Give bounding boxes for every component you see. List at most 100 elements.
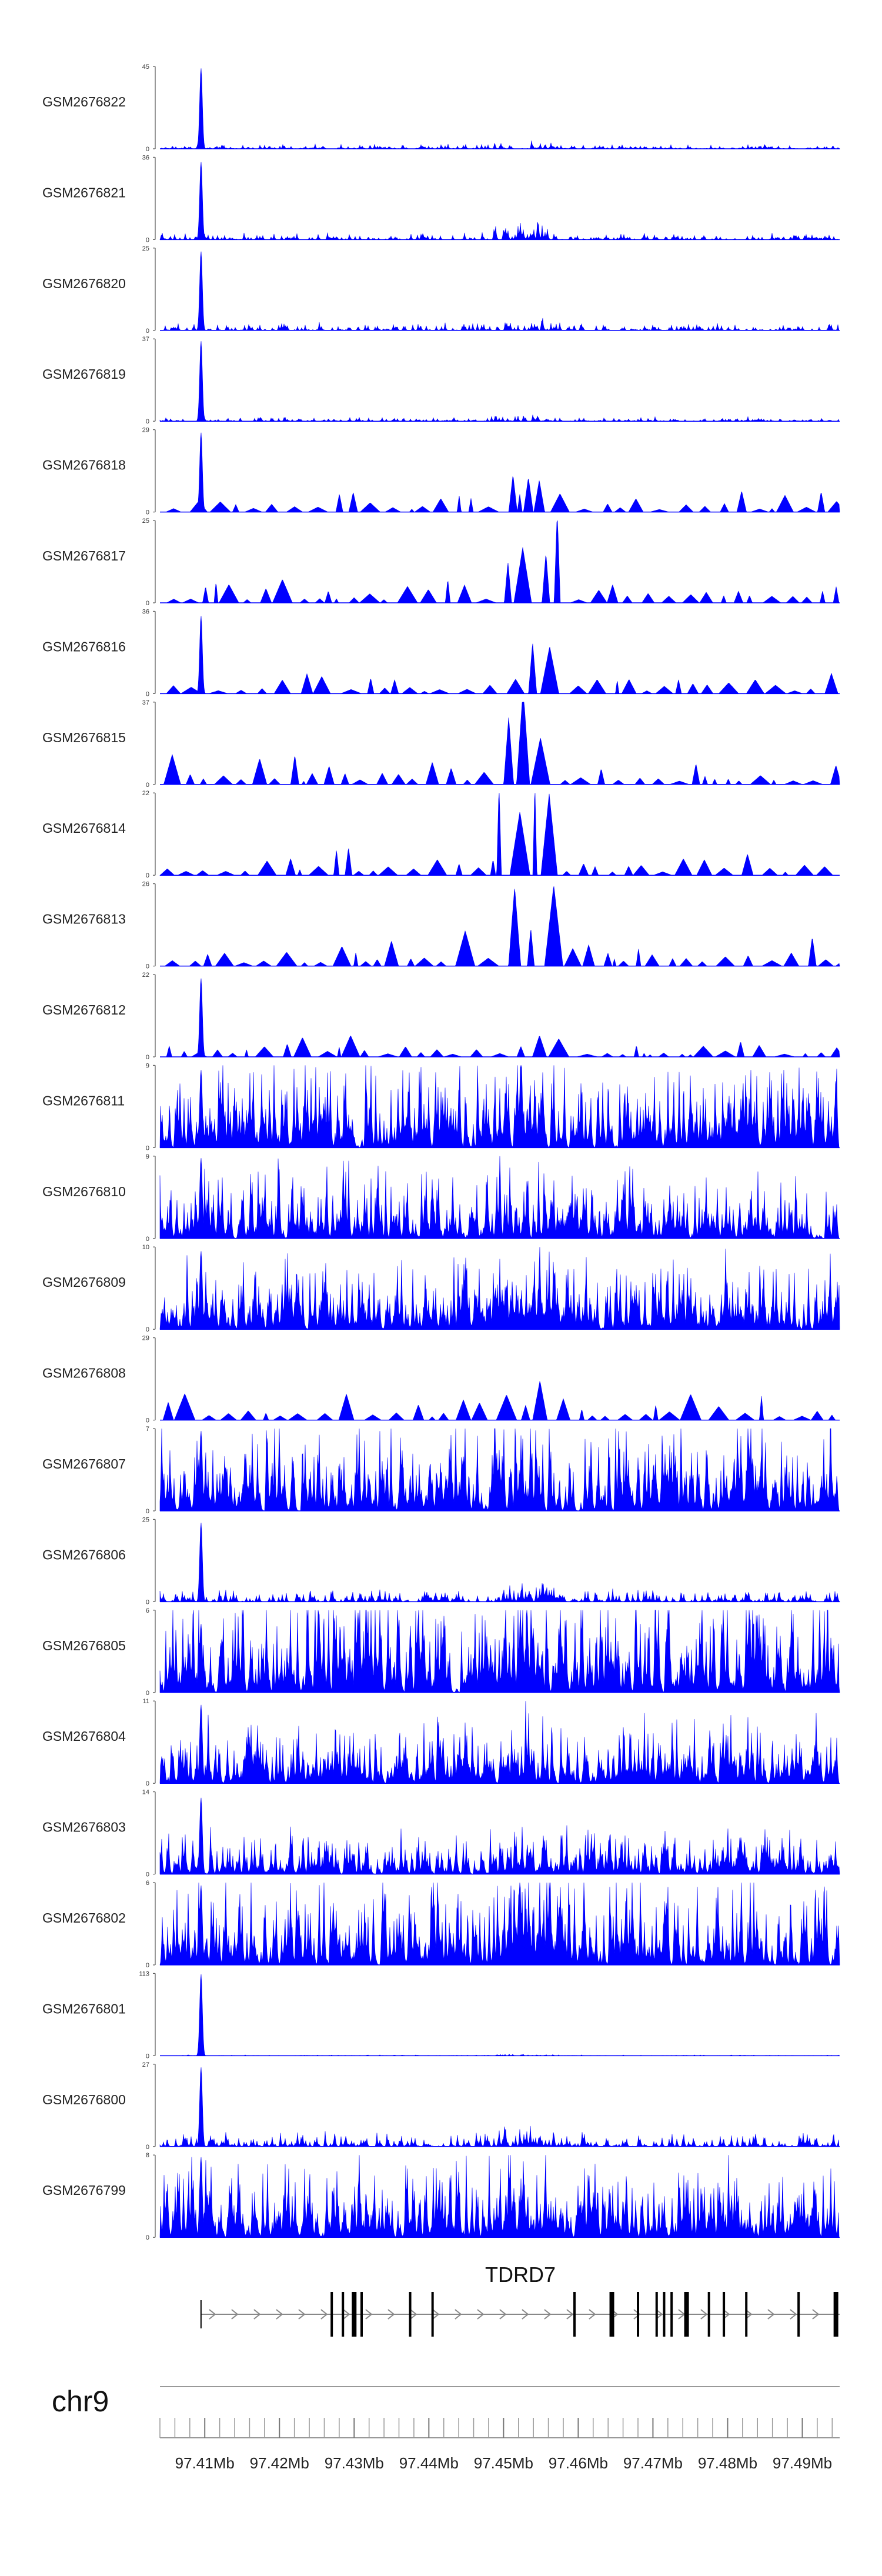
track-ymin-label: 0	[146, 1962, 149, 1969]
gene-exon	[352, 2292, 357, 2337]
coverage-track-GSM2676820: GSM2676820 25 0	[42, 245, 840, 335]
track-ymax-label: 45	[142, 64, 149, 71]
coverage-area	[159, 1882, 840, 1966]
track-sample-label: GSM2676812	[42, 1002, 126, 1017]
track-ymin-label: 0	[146, 1054, 149, 1061]
track-ymin-label: 0	[146, 1871, 149, 1878]
track-ymin-label: 0	[146, 1417, 149, 1424]
coverage-track-GSM2676811: GSM2676811 9 0	[42, 1062, 840, 1152]
track-ymax-label: 10	[142, 1244, 149, 1251]
track-ymax-label: 37	[142, 699, 149, 706]
strand-arrow	[723, 2309, 730, 2320]
track-ymin-label: 0	[146, 600, 149, 607]
track-ymin-label: 0	[146, 690, 149, 698]
coverage-track-GSM2676817: GSM2676817 25 0	[42, 518, 840, 607]
coverage-track-GSM2676815: GSM2676815 37 0	[42, 699, 840, 789]
axis-tick-label: 97.42Mb	[250, 2454, 309, 2472]
track-ymax-label: 29	[142, 1335, 149, 1342]
gene-exon	[637, 2292, 640, 2337]
coverage-track-GSM2676810: GSM2676810 9 0	[42, 1153, 840, 1243]
gene-name-label: TDRD7	[485, 2263, 556, 2287]
track-ymin-label: 0	[146, 2053, 149, 2060]
gene-exon	[360, 2292, 363, 2337]
coverage-tracks: GSM2676822450GSM2676821360GSM2676820250G…	[42, 64, 840, 2241]
gene-strand-arrows	[209, 2309, 820, 2320]
track-ymin-label: 0	[146, 418, 149, 425]
coverage-track-GSM2676804: GSM2676804 11 0	[42, 1698, 840, 1787]
gene-exon	[707, 2292, 710, 2337]
strand-arrow	[365, 2309, 373, 2320]
track-ymin-label: 0	[146, 872, 149, 879]
track-ymax-label: 27	[142, 2061, 149, 2068]
track-sample-label: GSM2676810	[42, 1184, 126, 1199]
coverage-area	[160, 616, 840, 694]
coverage-track-GSM2676812: GSM2676812 22 0	[42, 972, 840, 1061]
axis-tick-label: 97.45Mb	[474, 2454, 533, 2472]
track-ymax-label: 11	[143, 1698, 149, 1705]
gene-exon	[573, 2292, 576, 2337]
strand-arrow	[298, 2309, 306, 2320]
track-ymax-label: 36	[142, 154, 149, 161]
track-ymax-label: 36	[142, 608, 149, 615]
track-sample-label: GSM2676800	[42, 2092, 126, 2107]
gene-exon	[684, 2292, 689, 2337]
gene-exon	[609, 2292, 614, 2337]
strand-arrow	[589, 2309, 596, 2320]
track-sample-label: GSM2676801	[42, 2001, 126, 2016]
track-sample-label: GSM2676807	[42, 1456, 126, 1471]
strand-arrow	[410, 2309, 417, 2320]
coverage-area	[160, 1974, 840, 2056]
strand-arrow	[231, 2309, 239, 2320]
track-ymin-label: 0	[146, 1690, 149, 1697]
axis-tick-labels: 97.41Mb 97.42Mb 97.43Mb 97.44Mb 97.45Mb 97.46…	[175, 2454, 832, 2472]
coverage-area	[159, 1701, 840, 1784]
track-sample-label: GSM2676808	[42, 1366, 126, 1381]
coverage-track-GSM2676803: GSM2676803 14 0	[42, 1789, 840, 1878]
coverage-track-GSM2676822: GSM2676822 45 0	[42, 64, 840, 153]
axis-tick-label: 97.48Mb	[698, 2454, 757, 2472]
gene-exon	[409, 2292, 412, 2337]
track-ymax-label: 7	[146, 1426, 149, 1433]
coverage-track-GSM2676802: GSM2676802 6 0	[42, 1880, 840, 1969]
track-ymax-label: 6	[146, 1607, 149, 1614]
axis-tick-label: 97.41Mb	[175, 2454, 235, 2472]
gene-exon	[342, 2292, 345, 2337]
strand-arrow	[209, 2309, 216, 2320]
coverage-track-GSM2676800: GSM2676800 27 0	[42, 2061, 840, 2151]
track-ymin-label: 0	[146, 236, 149, 243]
track-ymax-label: 22	[142, 790, 149, 797]
track-ymin-label: 0	[146, 328, 149, 335]
track-ymax-label: 113	[139, 1970, 149, 1977]
track-sample-label: GSM2676811	[42, 1093, 125, 1108]
track-ymin-label: 0	[146, 1326, 149, 1333]
track-ymax-label: 26	[142, 881, 149, 888]
strand-arrow	[499, 2309, 507, 2320]
track-sample-label: GSM2676817	[42, 548, 126, 563]
track-ymax-label: 9	[146, 1062, 149, 1069]
coverage-area	[160, 520, 840, 603]
gene-exons	[330, 2292, 838, 2337]
track-ymax-label: 25	[142, 245, 149, 252]
coverage-track-GSM2676821: GSM2676821 36 0	[42, 154, 840, 243]
coverage-area	[160, 702, 840, 785]
track-sample-label: GSM2676803	[42, 1820, 126, 1835]
axis-tick-label: 97.43Mb	[325, 2454, 384, 2472]
strand-arrow	[477, 2309, 485, 2320]
coverage-area	[160, 886, 840, 967]
coverage-area	[160, 1380, 840, 1421]
coverage-area	[159, 1610, 840, 1693]
coverage-track-GSM2676814: GSM2676814 22 0	[42, 790, 840, 879]
gene-exon	[670, 2292, 673, 2337]
coverage-track-GSM2676809: GSM2676809 10 0	[42, 1244, 840, 1333]
track-ymax-label: 6	[146, 1880, 149, 1887]
coverage-area	[160, 432, 840, 513]
coverage-area	[159, 341, 840, 422]
track-sample-label: GSM2676816	[42, 639, 126, 654]
coverage-track-GSM2676806: GSM2676806 25 0	[42, 1516, 840, 1606]
strand-arrow	[633, 2309, 641, 2320]
track-sample-label: GSM2676805	[42, 1638, 126, 1653]
gene-exon	[330, 2292, 333, 2337]
coverage-area	[159, 1523, 840, 1602]
strand-arrow	[320, 2309, 328, 2320]
coverage-track-GSM2676813: GSM2676813 26 0	[42, 881, 840, 970]
